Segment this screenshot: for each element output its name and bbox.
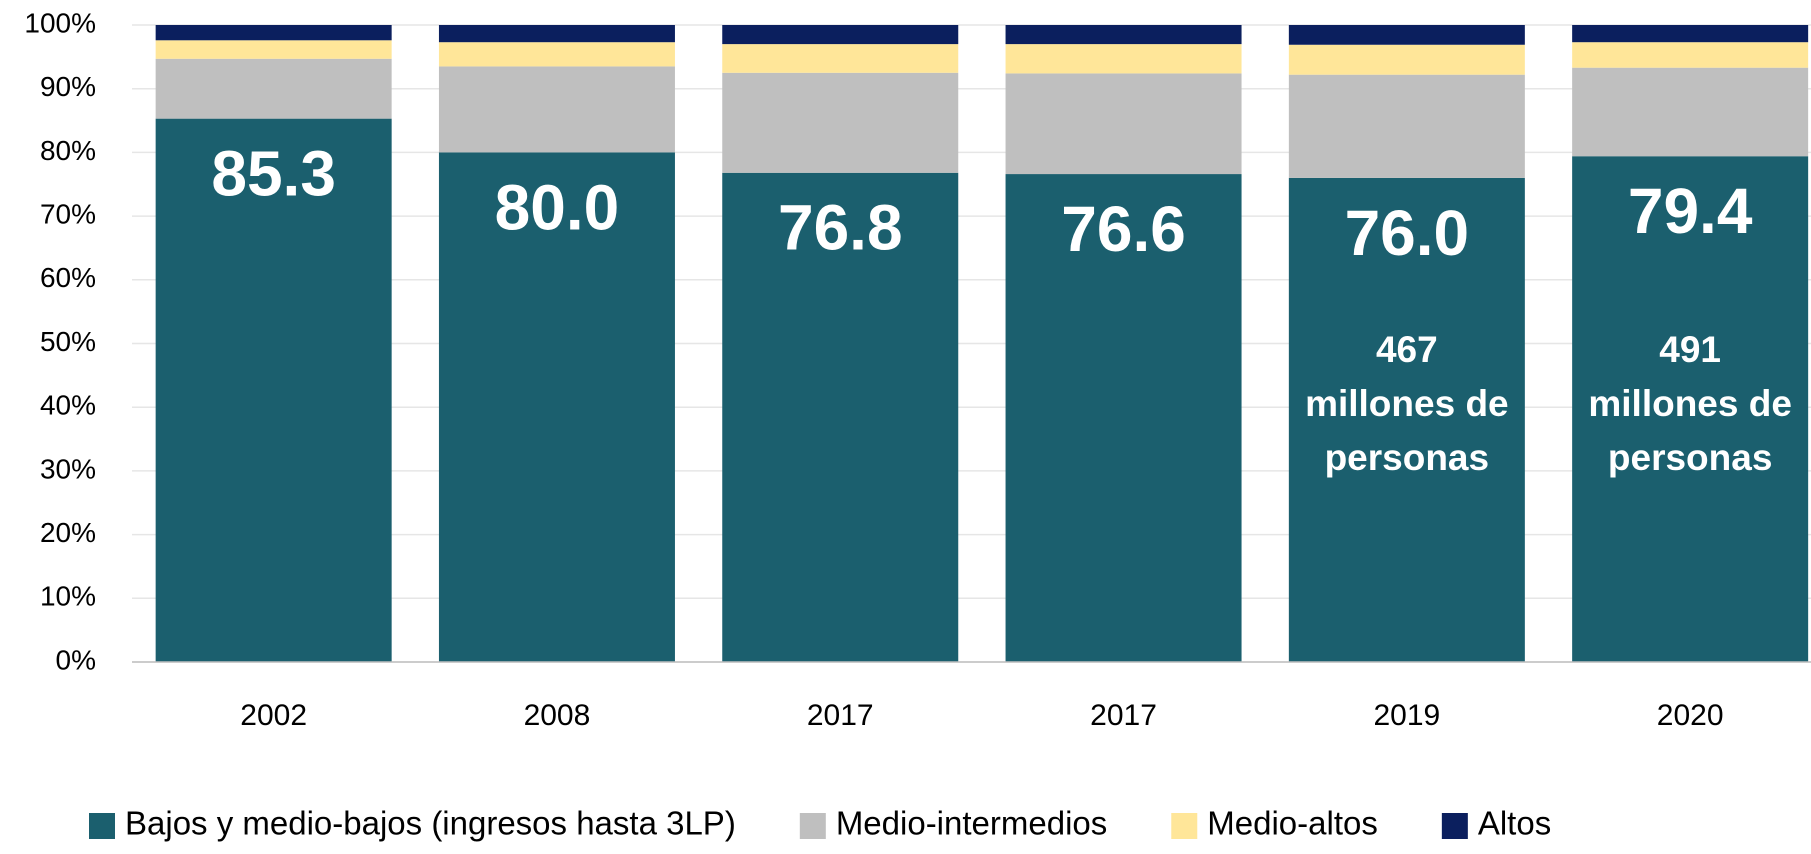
bar-segment	[155, 25, 392, 41]
bar-segment	[1288, 177, 1525, 662]
data-label: 76.6	[1061, 193, 1186, 265]
y-tick-label: 80%	[40, 135, 96, 166]
annotation: personas	[1325, 437, 1490, 478]
bar-segment	[722, 72, 959, 173]
x-tick-label: 2002	[240, 699, 307, 732]
annotation: personas	[1608, 437, 1773, 478]
bar-segment	[438, 25, 675, 43]
bar-segment	[1572, 156, 1809, 663]
bar-segment	[1288, 25, 1525, 45]
bar-segment	[1005, 73, 1242, 175]
annotation: millones de	[1305, 383, 1509, 424]
data-label: 79.4	[1628, 175, 1753, 247]
bar-segment	[438, 66, 675, 153]
annotation: 467	[1376, 329, 1438, 370]
legend-label: Medio-altos	[1207, 805, 1378, 842]
legend-label: Altos	[1478, 805, 1551, 842]
legend-swatch	[1171, 813, 1198, 839]
bar-segment	[1005, 25, 1242, 45]
data-label: 76.8	[778, 192, 903, 264]
y-tick-label: 90%	[40, 71, 96, 102]
bar-segment	[722, 172, 959, 662]
annotation: millones de	[1588, 383, 1792, 424]
bar-segment	[155, 58, 392, 119]
bar-segment	[1288, 74, 1525, 178]
bar-segment	[1005, 174, 1242, 663]
bar-segment	[155, 40, 392, 59]
data-label: 80.0	[495, 171, 620, 243]
bar-segment	[1288, 44, 1525, 75]
y-tick-label: 20%	[40, 517, 96, 548]
x-tick-label: 2008	[524, 699, 591, 732]
bar-segment	[1572, 67, 1809, 157]
legend-swatch	[1441, 813, 1468, 839]
x-tick-label: 2017	[1090, 699, 1157, 732]
y-tick-label: 100%	[24, 7, 96, 38]
x-tick-label: 2020	[1657, 699, 1724, 732]
bar-segment	[722, 25, 959, 45]
legend-label: Medio-intermedios	[836, 805, 1107, 842]
bar-segment	[1572, 25, 1809, 43]
y-tick-label: 60%	[40, 262, 96, 293]
legend-label: Bajos y medio-bajos (ingresos hasta 3LP)	[125, 805, 736, 842]
legend-swatch	[799, 813, 826, 839]
y-tick-label: 10%	[40, 581, 96, 612]
data-label: 85.3	[211, 138, 336, 210]
y-tick-label: 70%	[40, 198, 96, 229]
x-tick-label: 2017	[807, 699, 874, 732]
bar-segment	[722, 44, 959, 73]
bar-segment	[438, 42, 675, 67]
data-label: 76.0	[1345, 197, 1470, 269]
bar-segment	[1572, 42, 1809, 68]
y-tick-label: 40%	[40, 390, 96, 421]
x-tick-label: 2019	[1373, 699, 1440, 732]
bar-segment	[438, 152, 675, 662]
bar-segment	[1005, 44, 1242, 74]
legend-swatch	[89, 813, 115, 839]
y-tick-label: 50%	[40, 326, 96, 357]
y-tick-label: 0%	[56, 644, 96, 675]
bar-segment	[155, 118, 392, 663]
y-tick-label: 30%	[40, 453, 96, 484]
annotation: 491	[1659, 329, 1721, 370]
